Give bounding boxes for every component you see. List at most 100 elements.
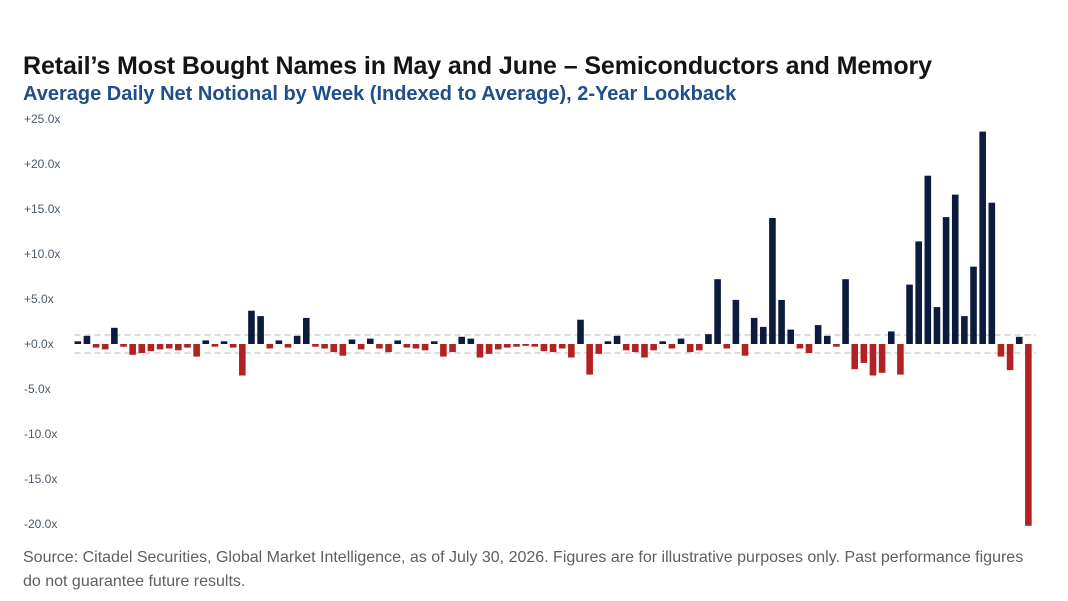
bar bbox=[988, 202, 996, 344]
bar bbox=[156, 344, 164, 350]
bar bbox=[933, 307, 941, 344]
bar bbox=[293, 335, 301, 344]
bar bbox=[805, 344, 813, 353]
bar bbox=[202, 340, 210, 344]
bar bbox=[577, 319, 584, 344]
bar bbox=[403, 344, 411, 348]
bar bbox=[540, 344, 548, 352]
source-note: Source: Citadel Securities, Global Marke… bbox=[23, 549, 1024, 590]
bar bbox=[129, 344, 136, 355]
bar bbox=[494, 344, 502, 350]
bar bbox=[339, 344, 347, 356]
bar bbox=[1015, 336, 1023, 344]
bar bbox=[111, 327, 118, 344]
bar bbox=[778, 299, 785, 344]
bar-chart: +25.0x +20.0x +15.0x +10.0x +5.0x +0.0x -5.0x -… bbox=[24, 112, 1037, 531]
bar bbox=[449, 344, 456, 353]
bar bbox=[513, 344, 520, 347]
chart-subtitle: Average Daily Net Notional by Week (Inde… bbox=[23, 83, 737, 105]
bar bbox=[1006, 344, 1014, 371]
bar bbox=[686, 344, 694, 353]
y-tick-label: +15.0x bbox=[24, 202, 60, 216]
bar bbox=[175, 344, 182, 351]
bar bbox=[165, 344, 173, 349]
bar bbox=[696, 344, 703, 351]
bar bbox=[741, 344, 749, 356]
bar bbox=[147, 344, 155, 352]
bar bbox=[275, 340, 283, 344]
y-tick-label: -20.0x bbox=[24, 517, 57, 531]
bar bbox=[951, 194, 959, 344]
bar bbox=[595, 344, 603, 354]
chart-title: Retail’s Most Bought Names in May and Ju… bbox=[23, 52, 932, 80]
bar bbox=[458, 336, 465, 344]
bar bbox=[869, 344, 877, 376]
bar bbox=[796, 344, 804, 349]
bar bbox=[485, 344, 493, 354]
bar bbox=[622, 344, 630, 351]
bar bbox=[979, 131, 986, 344]
bar bbox=[924, 175, 932, 344]
y-tick-label: +0.0x bbox=[24, 337, 54, 351]
bar bbox=[248, 310, 255, 344]
bar bbox=[723, 344, 731, 349]
bar bbox=[321, 344, 328, 349]
bar bbox=[412, 344, 420, 349]
bar bbox=[787, 329, 795, 344]
bar bbox=[604, 341, 612, 344]
bar bbox=[366, 338, 374, 344]
bar bbox=[586, 344, 593, 375]
bar bbox=[348, 339, 356, 344]
bar bbox=[750, 317, 758, 344]
bar bbox=[833, 344, 840, 347]
bar bbox=[650, 344, 657, 351]
y-tick-label: +25.0x bbox=[24, 112, 60, 126]
bar bbox=[842, 279, 849, 344]
bar bbox=[823, 335, 831, 344]
bar bbox=[549, 344, 557, 353]
bar bbox=[430, 341, 438, 344]
bar bbox=[504, 344, 511, 348]
bar bbox=[878, 344, 886, 373]
bar bbox=[632, 344, 639, 353]
bar bbox=[668, 344, 676, 349]
bar bbox=[942, 217, 950, 344]
bar bbox=[92, 344, 100, 348]
bar bbox=[705, 334, 712, 344]
bar bbox=[440, 344, 447, 357]
bar bbox=[522, 344, 529, 346]
bar bbox=[376, 344, 383, 349]
bar bbox=[851, 344, 858, 370]
bar bbox=[641, 344, 648, 358]
bar bbox=[394, 340, 401, 344]
bar bbox=[613, 335, 621, 344]
bar bbox=[677, 338, 685, 344]
bar bbox=[659, 341, 667, 344]
bar bbox=[760, 326, 767, 344]
bar bbox=[312, 344, 319, 347]
bar bbox=[193, 344, 200, 357]
bar bbox=[1025, 344, 1032, 526]
bar bbox=[915, 241, 922, 344]
bar bbox=[357, 344, 365, 350]
bar bbox=[83, 335, 91, 344]
y-tick-label: -10.0x bbox=[24, 427, 57, 441]
bar bbox=[303, 317, 310, 344]
bar bbox=[220, 341, 228, 344]
bar bbox=[284, 344, 292, 348]
bar bbox=[476, 344, 484, 358]
bar bbox=[732, 299, 740, 344]
bar bbox=[887, 331, 895, 344]
y-tick-label: -5.0x bbox=[24, 382, 51, 396]
bar bbox=[239, 344, 246, 376]
bar bbox=[330, 344, 338, 353]
y-tick-label: +10.0x bbox=[24, 247, 60, 261]
bar bbox=[266, 344, 274, 349]
bar bbox=[531, 344, 539, 347]
y-tick-label: +20.0x bbox=[24, 157, 60, 171]
bar bbox=[558, 344, 566, 349]
bar bbox=[211, 344, 219, 347]
bar bbox=[467, 338, 475, 344]
y-tick-label: +5.0x bbox=[24, 292, 54, 306]
bar bbox=[897, 344, 904, 375]
